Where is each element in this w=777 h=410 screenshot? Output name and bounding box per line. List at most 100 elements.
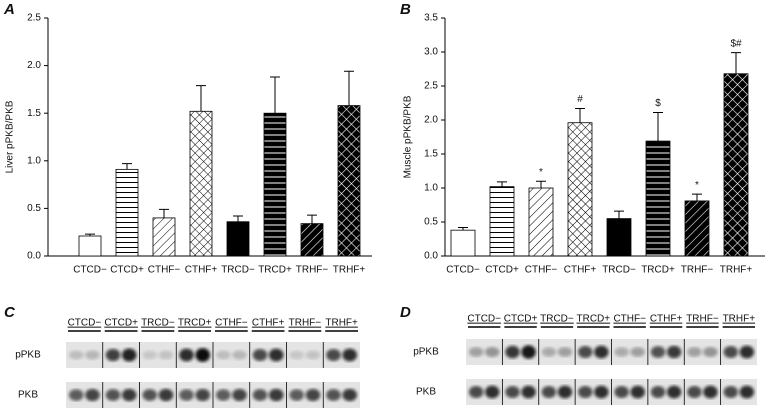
blot-band bbox=[541, 385, 557, 399]
panel-label: B bbox=[400, 1, 411, 18]
y-tick-label: 0.5 bbox=[27, 203, 41, 214]
x-tick-label: TRCD+ bbox=[258, 265, 292, 276]
y-tick-label: 1.0 bbox=[424, 183, 438, 194]
y-tick-label: 0.0 bbox=[424, 251, 438, 262]
blot-band bbox=[594, 345, 609, 359]
lane-label: CTCD− bbox=[467, 314, 501, 325]
lane-label: TRHF+ bbox=[723, 314, 756, 325]
x-tick-label: TRCD− bbox=[221, 265, 255, 276]
annotation: $ bbox=[655, 98, 661, 109]
lane-label: TRCD+ bbox=[178, 318, 212, 329]
blot-band bbox=[342, 348, 358, 362]
x-tick-label: CTCD+ bbox=[110, 265, 144, 276]
bar bbox=[78, 235, 102, 257]
error-bar bbox=[458, 226, 468, 231]
blot-band bbox=[578, 385, 593, 399]
blot-band bbox=[105, 348, 121, 362]
x-tick-label: TRHF+ bbox=[720, 265, 753, 276]
blot-band bbox=[739, 345, 755, 359]
annotation: $# bbox=[730, 38, 742, 49]
bar bbox=[567, 122, 593, 257]
bar bbox=[450, 229, 476, 257]
blot-band bbox=[505, 345, 520, 359]
blot-band bbox=[85, 350, 100, 360]
y-tick-label: 2.5 bbox=[424, 81, 438, 92]
error-bar bbox=[614, 210, 624, 219]
y-tick-label: 2.0 bbox=[424, 115, 438, 126]
blot-band bbox=[594, 385, 609, 399]
blot-band bbox=[232, 350, 247, 360]
blot-band bbox=[305, 350, 321, 360]
blot-band bbox=[666, 385, 682, 399]
bar bbox=[226, 221, 250, 257]
blot-band bbox=[505, 385, 520, 399]
blot-band bbox=[614, 385, 629, 399]
blot-band bbox=[326, 389, 341, 401]
y-axis-label: Liver pPKB/PKB bbox=[5, 100, 16, 173]
blot-band bbox=[484, 385, 500, 399]
error-bar bbox=[159, 208, 169, 218]
row-label: pPKB bbox=[15, 350, 41, 361]
blot-band bbox=[630, 385, 645, 399]
blot-band bbox=[121, 348, 137, 362]
blot-band bbox=[68, 389, 84, 401]
error-bar bbox=[122, 163, 132, 170]
bar bbox=[528, 187, 554, 257]
lane-label: CTCD− bbox=[68, 318, 102, 329]
blot-band bbox=[703, 385, 718, 399]
lane-label: CTHF+ bbox=[252, 318, 285, 329]
y-tick-label: 0.0 bbox=[27, 251, 41, 262]
lane-label: CTHF+ bbox=[650, 314, 683, 325]
annotation: # bbox=[577, 94, 583, 105]
blot-band bbox=[179, 348, 194, 362]
y-tick-label: 3.0 bbox=[424, 47, 438, 58]
blot-band bbox=[557, 347, 573, 357]
blot-band bbox=[703, 346, 718, 358]
blot-band bbox=[289, 350, 305, 360]
blot-band bbox=[268, 388, 284, 402]
blot-band bbox=[666, 345, 682, 359]
blot-band bbox=[158, 350, 174, 360]
blot-band bbox=[252, 348, 268, 362]
x-tick-label: TRCD− bbox=[602, 265, 636, 276]
blot-band bbox=[252, 389, 268, 401]
blot-band bbox=[232, 388, 247, 402]
x-tick-label: TRHF− bbox=[296, 265, 329, 276]
blot-band bbox=[179, 389, 194, 401]
blot-band bbox=[578, 345, 593, 359]
y-tick-label: 0.5 bbox=[424, 217, 438, 228]
x-tick-label: CTCD− bbox=[446, 265, 480, 276]
error-bar bbox=[307, 214, 317, 224]
blot-band bbox=[541, 347, 557, 357]
bar bbox=[263, 112, 287, 257]
blot-band bbox=[468, 347, 484, 357]
x-tick-label: CTCD+ bbox=[485, 265, 519, 276]
bar bbox=[337, 105, 361, 257]
lane-label: TRCD− bbox=[540, 314, 574, 325]
blot-band bbox=[158, 388, 174, 402]
panel-label: C bbox=[4, 304, 16, 321]
error-bar bbox=[233, 215, 243, 222]
blot-band bbox=[121, 388, 137, 402]
error-bar bbox=[653, 112, 663, 142]
panel-label: A bbox=[3, 1, 15, 18]
bar bbox=[606, 218, 632, 257]
x-tick-label: CTHF− bbox=[148, 265, 181, 276]
blot-band bbox=[723, 385, 739, 399]
blot-band bbox=[326, 348, 341, 362]
x-tick-label: TRHF+ bbox=[333, 265, 366, 276]
annotation: * bbox=[539, 167, 543, 178]
blot-band bbox=[521, 385, 536, 399]
panel-label: D bbox=[400, 304, 411, 321]
blot-band bbox=[195, 388, 211, 402]
lane-label: TRCD− bbox=[141, 318, 175, 329]
lane-label: TRHF+ bbox=[325, 318, 358, 329]
blot-band bbox=[195, 348, 211, 362]
bar bbox=[645, 140, 671, 257]
blot-band bbox=[85, 388, 100, 402]
blot-band bbox=[142, 350, 158, 360]
bar bbox=[115, 168, 139, 257]
blot-band bbox=[687, 385, 702, 399]
error-bar bbox=[85, 233, 95, 237]
lane-label: CTCD+ bbox=[504, 314, 538, 325]
